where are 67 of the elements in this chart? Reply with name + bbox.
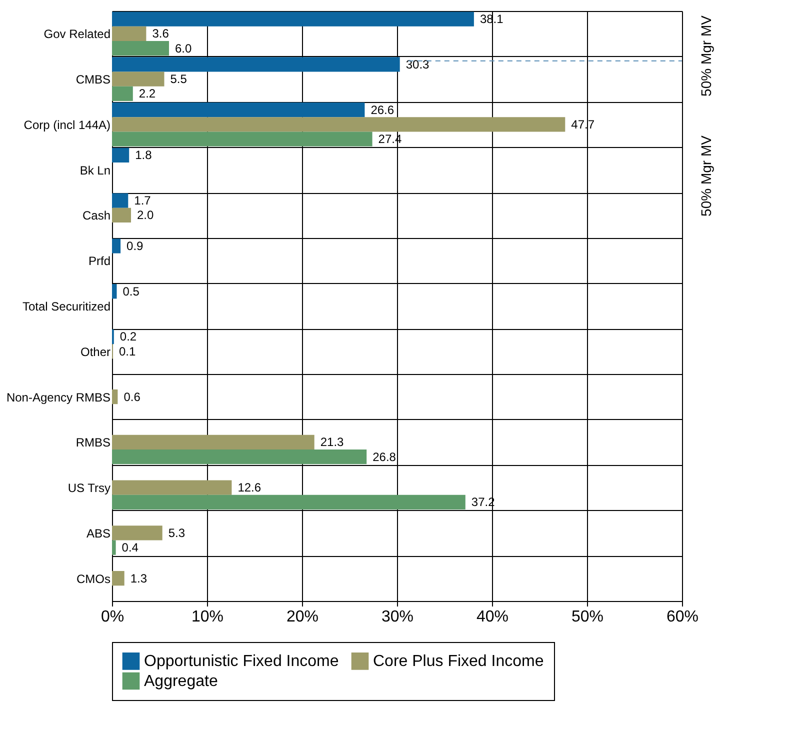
y-tick-label: CMOs xyxy=(76,572,110,586)
data-label: 2.0 xyxy=(137,208,154,222)
data-label: 1.7 xyxy=(134,194,152,208)
y-tick-label: Cash xyxy=(82,208,110,223)
data-label: 0.2 xyxy=(120,330,137,344)
data-label: 0.9 xyxy=(126,238,144,253)
data-label: 12.6 xyxy=(238,480,262,495)
x-tick-label: 10% xyxy=(191,608,224,626)
data-label: 26.6 xyxy=(370,102,394,117)
y-tick-label: US Trsy xyxy=(68,481,110,496)
bar xyxy=(112,540,116,555)
bar xyxy=(112,284,117,299)
bar xyxy=(112,26,146,42)
data-label: 5.5 xyxy=(170,72,188,86)
data-label: 0.4 xyxy=(122,540,139,555)
bar xyxy=(112,193,128,208)
text: 50% Mgr MV xyxy=(698,14,714,96)
bar xyxy=(112,72,164,86)
data-label: 26.8 xyxy=(372,450,396,464)
bar xyxy=(112,389,118,404)
data-label: 5.3 xyxy=(168,526,186,540)
text: 50% Mgr MV xyxy=(698,134,714,216)
data-label: 0.6 xyxy=(124,390,141,404)
legend-label: Opportunistic Fixed Income xyxy=(144,653,339,670)
y-tick-label: Bk Ln xyxy=(80,163,110,178)
data-label: 3.6 xyxy=(152,26,170,41)
bar xyxy=(112,480,232,495)
bar xyxy=(112,494,466,510)
bar xyxy=(112,117,566,132)
y-tick-label: RMBS xyxy=(76,436,110,450)
data-label: 1.3 xyxy=(130,571,148,586)
bar xyxy=(112,238,121,254)
y-tick-label: Corp (incl 144A) xyxy=(24,118,110,132)
bar xyxy=(112,86,133,102)
data-label: 0.1 xyxy=(118,344,136,358)
bar xyxy=(112,102,365,118)
bar xyxy=(112,449,367,464)
x-tick-label: 30% xyxy=(381,608,414,626)
y-tick-label: Non-Agency RMBS xyxy=(6,390,110,404)
y-tick-label: Prfd xyxy=(88,254,110,268)
legend-label: Aggregate xyxy=(144,673,218,690)
data-label: 0.5 xyxy=(122,284,140,298)
data-label: 21.3 xyxy=(320,435,344,450)
bar xyxy=(112,57,400,72)
bar xyxy=(112,41,169,56)
bar xyxy=(112,434,314,450)
y-tick-label: Total Securitized xyxy=(22,300,110,314)
bar xyxy=(112,148,130,163)
y-tick-label: ABS xyxy=(86,526,110,540)
x-tick-label: 0% xyxy=(100,608,124,626)
bar xyxy=(112,526,162,540)
bar xyxy=(112,208,131,223)
x-tick-label: 20% xyxy=(286,608,319,626)
legend-label: Core Plus Fixed Income xyxy=(373,653,544,670)
data-label: 30.3 xyxy=(406,57,430,72)
data-label: 1.8 xyxy=(135,148,152,162)
bar xyxy=(112,570,124,586)
x-tick-label: 60% xyxy=(666,608,699,626)
bar xyxy=(112,12,474,26)
y-tick-label: CMBS xyxy=(76,72,110,87)
data-label: 6.0 xyxy=(175,41,192,56)
bar xyxy=(112,132,372,146)
x-tick-label: 50% xyxy=(571,608,604,626)
y-tick-label: Gov Related xyxy=(44,27,110,42)
y-tick-label: Other xyxy=(80,344,110,359)
data-label: 2.2 xyxy=(138,86,156,101)
x-tick-label: 40% xyxy=(476,608,509,626)
